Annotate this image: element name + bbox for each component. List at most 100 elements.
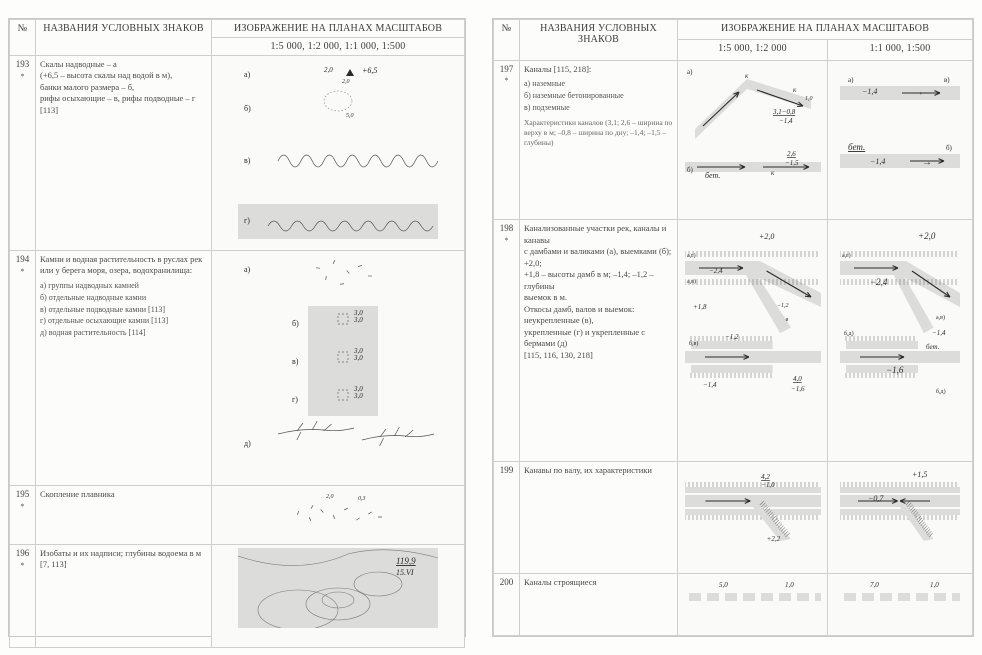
svg-text:в): в): [292, 357, 299, 366]
svg-text:2,0: 2,0: [342, 79, 350, 85]
svg-text:2,6: 2,6: [787, 150, 796, 158]
sub-item: в) отдельные подводные камни [113]: [40, 305, 207, 316]
sub-item: г) отдельные осыхающие камни [113]: [40, 316, 207, 327]
svg-text:−1,4: −1,4: [870, 157, 885, 166]
svg-text:а,г): а,г): [687, 252, 696, 259]
page-left: № НАЗВАНИЯ УСЛОВНЫХ ЗНАКОВ ИЗОБРАЖЕНИЕ Н…: [8, 18, 466, 637]
svg-text:119,9: 119,9: [396, 556, 416, 566]
svg-text:2,0: 2,0: [326, 494, 334, 500]
svg-text:б): б): [687, 166, 694, 174]
svg-text:а,в): а,в): [936, 314, 945, 321]
svg-text:+2,2: +2,2: [766, 535, 780, 543]
row-name: Канавы по валу, их характеристики: [520, 461, 678, 573]
svg-text:3,0: 3,0: [353, 354, 363, 362]
svg-text:−1,4: −1,4: [862, 87, 877, 96]
row-figure: а)б)в)г)2,0+6,52,05,0: [212, 56, 465, 251]
svg-text:5,0: 5,0: [346, 113, 354, 119]
scale-all: 1:5 000, 1:2 000, 1:1 000, 1:500: [212, 38, 465, 56]
svg-text:д): д): [244, 439, 251, 448]
row-name: Скопление плавника: [36, 486, 212, 545]
row-fig-a: 5,0 1,0: [678, 573, 828, 635]
row-fig-b: а)в)−1,4→бет.б)−1,4→: [828, 60, 973, 220]
row-num: 196*: [10, 545, 36, 648]
svg-text:−1,4: −1,4: [779, 117, 793, 125]
svg-text:бет.: бет.: [705, 171, 720, 180]
row-name: Каналы строящиеся: [520, 573, 678, 635]
svg-text:к: к: [745, 72, 749, 80]
row-name: Скалы надводные – а(+6,5 – высота скалы …: [36, 56, 212, 251]
row-num: 199: [494, 461, 520, 573]
svg-text:б): б): [946, 144, 953, 152]
row-name: Каналы [115, 218]:а) наземныеб) наземные…: [520, 60, 678, 220]
row-num: 197*: [494, 60, 520, 220]
svg-text:+1,5: +1,5: [912, 470, 927, 479]
col-img-header: ИЗОБРАЖЕНИЕ НА ПЛАНАХ МАСШТАБОВ: [212, 20, 465, 38]
row-num: 194*: [10, 251, 36, 486]
svg-text:1,0: 1,0: [930, 581, 939, 589]
svg-text:15.VI: 15.VI: [396, 568, 414, 577]
svg-text:−0,7: −0,7: [868, 494, 884, 503]
svg-text:−1,2: −1,2: [777, 303, 789, 309]
svg-text:в): в): [944, 76, 950, 84]
svg-text:3,0: 3,0: [353, 309, 363, 317]
svg-text:б,в): б,в): [689, 340, 698, 347]
page-right: № НАЗВАНИЯ УСЛОВНЫХ ЗНАКОВ ИЗОБРАЖЕНИЕ Н…: [492, 18, 974, 637]
svg-text:а,г): а,г): [842, 252, 851, 259]
right-table: № НАЗВАНИЯ УСЛОВНЫХ ЗНАКОВ ИЗОБРАЖЕНИЕ Н…: [493, 19, 973, 636]
svg-text:б): б): [292, 319, 299, 328]
svg-text:+6,5: +6,5: [362, 66, 377, 75]
svg-text:1,0: 1,0: [805, 96, 813, 102]
row-fig-a: +2,0а,г)а,в)−2,4+1,8−1,2б,в)−1,2−1,44,0−…: [678, 220, 828, 461]
svg-text:0,3: 0,3: [358, 496, 366, 502]
svg-text:−1,6: −1,6: [791, 385, 805, 393]
svg-text:4,2: 4,2: [761, 473, 770, 481]
svg-text:−1,2: −1,2: [725, 333, 739, 341]
col-num-header: №: [10, 20, 36, 56]
svg-text:−1,4: −1,4: [932, 329, 946, 337]
svg-text:бет.: бет.: [926, 343, 940, 351]
sub-item: в) подземные: [524, 103, 673, 114]
row-figure: 119,9 15.VI: [212, 545, 465, 648]
svg-text:б,д): б,д): [936, 388, 946, 395]
row-fig-a: а)кк1,03,1−0,8−1,4б)2,6−1,5кбет.: [678, 60, 828, 220]
svg-text:→: →: [922, 157, 932, 168]
svg-text:−1,6: −1,6: [886, 365, 904, 375]
row-name: Камни и водная растительность в руслах р…: [36, 251, 212, 486]
svg-text:в): в): [244, 156, 251, 165]
svg-text:г): г): [292, 395, 298, 404]
svg-text:1,0: 1,0: [785, 581, 794, 589]
sub-item: б) наземные бетонированные: [524, 91, 673, 102]
svg-text:4,0: 4,0: [793, 375, 802, 383]
svg-text:в: в: [785, 317, 788, 323]
svg-text:7,0: 7,0: [870, 581, 879, 589]
row-fig-b: 7,0 1,0: [828, 573, 973, 635]
row-fig-a: 4,2−1,0+2,2: [678, 461, 828, 573]
svg-text:−2,4: −2,4: [709, 267, 723, 275]
scale-b: 1:1 000, 1:500: [828, 40, 973, 60]
svg-text:−1,5: −1,5: [785, 159, 799, 167]
svg-text:5,0: 5,0: [719, 581, 728, 589]
svg-text:+2,0: +2,0: [918, 231, 936, 241]
svg-text:бет.: бет.: [848, 142, 865, 152]
row-num: 198*: [494, 220, 520, 461]
row-fig-b: +2,0а,г)−2,4а,в)б,д)−1,4−1,6бет.б,д): [828, 220, 973, 461]
col-name-header-r: НАЗВАНИЯ УСЛОВНЫХ ЗНАКОВ: [520, 20, 678, 61]
svg-text:+1,8: +1,8: [693, 303, 707, 311]
svg-text:к: к: [793, 86, 797, 94]
svg-text:а): а): [848, 76, 854, 84]
svg-text:+2,0: +2,0: [759, 232, 774, 241]
svg-text:3,0: 3,0: [353, 392, 363, 400]
col-img-header-r: ИЗОБРАЖЕНИЕ НА ПЛАНАХ МАСШТАБОВ: [678, 20, 973, 40]
svg-text:а): а): [244, 265, 251, 274]
svg-text:3,0: 3,0: [353, 316, 363, 324]
sub-item: д) водная растительность [114]: [40, 328, 207, 339]
left-table: № НАЗВАНИЯ УСЛОВНЫХ ЗНАКОВ ИЗОБРАЖЕНИЕ Н…: [9, 19, 465, 648]
sub-item: б) отдельные надводные камни: [40, 293, 207, 304]
svg-text:3,0: 3,0: [353, 385, 363, 393]
svg-text:−2,4: −2,4: [870, 277, 888, 287]
col-num-header-r: №: [494, 20, 520, 61]
svg-text:−1,4: −1,4: [703, 381, 717, 389]
row-num: 195*: [10, 486, 36, 545]
sub-item: а) наземные: [524, 79, 673, 90]
row-fig-b: +1,5 −0,7: [828, 461, 973, 573]
